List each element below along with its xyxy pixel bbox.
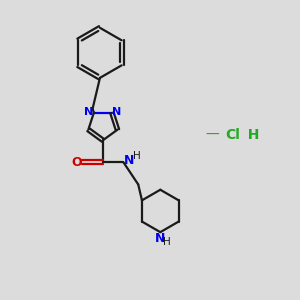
Text: O: O <box>72 156 82 169</box>
Text: H: H <box>133 151 141 161</box>
Text: H: H <box>164 238 171 248</box>
Text: N: N <box>155 232 166 244</box>
Text: N: N <box>84 107 94 117</box>
Text: Cl: Cl <box>225 128 240 142</box>
Text: —: — <box>205 128 219 142</box>
Text: N: N <box>112 107 122 117</box>
Text: N: N <box>124 154 135 167</box>
Text: H: H <box>238 128 259 142</box>
